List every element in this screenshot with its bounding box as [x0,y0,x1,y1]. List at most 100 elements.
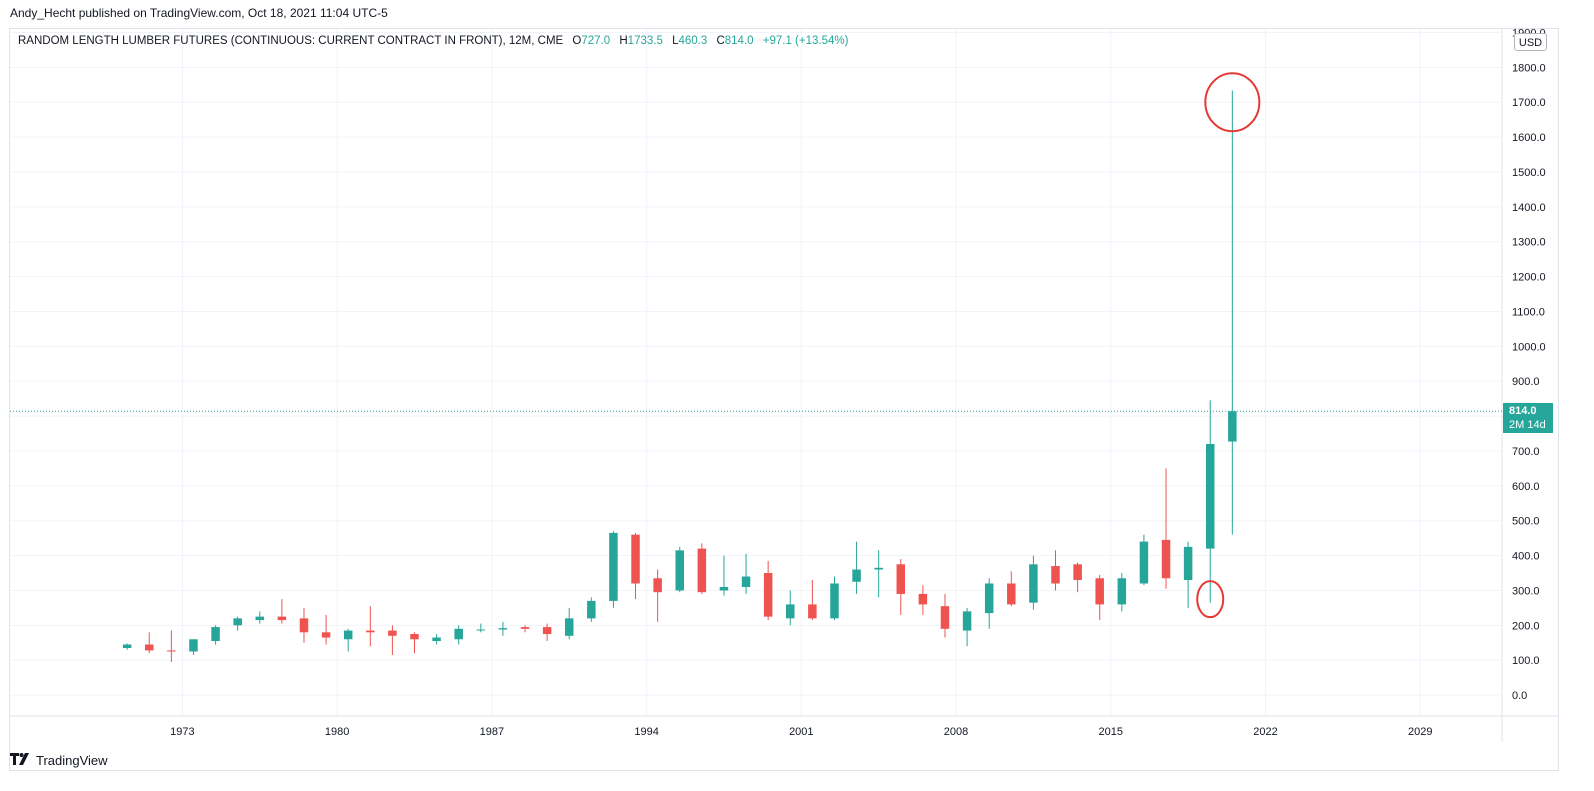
x-tick-label: 2001 [789,726,813,738]
candle-body [852,569,861,582]
candle-body [984,583,994,614]
y-tick-label: 600.0 [1512,481,1540,493]
candle-body [609,532,618,601]
tradingview-brand[interactable]: TradingView [10,752,108,768]
candle-body [211,627,220,642]
low-value: 460.3 [678,35,708,47]
y-tick-label: 1200.0 [1512,272,1546,284]
close-label: C [716,35,725,47]
candle-body [1029,564,1038,603]
candle-body [476,629,486,631]
candle-body [830,583,839,619]
candle-body [808,604,817,619]
candle-body [498,628,508,630]
low-label: L [672,35,679,47]
candle-body [1139,541,1149,584]
y-tick-label: 200.0 [1512,620,1540,632]
candle-body [542,627,552,635]
candle-body [189,639,198,652]
candle-body [1205,443,1215,549]
y-tick-label: 0.0 [1512,690,1527,702]
y-tick-label: 900.0 [1512,376,1540,388]
annotation-circle [1204,72,1261,133]
close-value: 814.0 [724,35,754,47]
tradingview-logo-icon [10,752,32,768]
candle-body [1117,578,1127,605]
last-price-label: 814.0 2M 14d [1503,403,1553,433]
candle-body [741,576,751,587]
chart-legend: RANDOM LENGTH LUMBER FUTURES (CONTINUOUS… [18,35,848,47]
y-tick-label: 1300.0 [1512,237,1546,249]
candle-body [1095,578,1104,605]
open-value: 727.0 [581,35,611,47]
candle-body [1007,583,1016,605]
candle-body [874,567,883,570]
x-tick-label: 1994 [634,726,658,738]
x-tick-label: 1973 [170,726,194,738]
y-tick-label: 1400.0 [1512,202,1546,214]
y-tick-label: 500.0 [1512,516,1540,528]
y-tick-label: 100.0 [1512,655,1540,667]
attribution-text: Andy_Hecht published on TradingView.com,… [10,6,388,20]
candle-body [564,618,574,636]
y-tick-label: 700.0 [1512,446,1540,458]
candle-body [786,604,795,619]
y-tick-label: 1500.0 [1512,167,1546,179]
candle-body [432,637,441,642]
candle-body [896,564,906,594]
candle-body [1228,411,1237,442]
candle-body [1161,539,1171,579]
bar-countdown: 2M 14d [1509,419,1546,431]
annotation-circle [1196,580,1225,619]
symbol-title: RANDOM LENGTH LUMBER FUTURES (CONTINUOUS… [18,35,564,47]
y-tick-label: 1100.0 [1512,306,1545,318]
candle-body [299,618,309,633]
candle-body [277,616,287,621]
y-tick-label: 400.0 [1512,551,1540,563]
high-value: 1733.5 [627,35,663,47]
chart-frame [9,28,1559,771]
high-label: H [619,35,628,47]
brand-name: TradingView [36,752,108,768]
currency-button[interactable]: USD [1514,33,1547,51]
candle-body [1051,566,1060,584]
candle-body [653,578,662,593]
x-tick-label: 2015 [1099,726,1123,738]
change-value: +97.1 (+13.54%) [762,35,849,47]
y-tick-label: 1000.0 [1512,341,1546,353]
candle-body [167,650,176,652]
x-tick-label: 1980 [325,726,349,738]
y-tick-label: 1700.0 [1512,97,1546,109]
candle-body [697,548,707,593]
candle-body [631,534,640,584]
candle-body [719,586,729,591]
candle-body [587,600,596,619]
x-tick-label: 2008 [944,726,968,738]
candle-body [122,644,132,648]
x-tick-label: 2029 [1408,726,1432,738]
candle-body [940,606,950,629]
y-tick-label: 1800.0 [1512,62,1546,74]
candle-body [410,634,419,640]
candle-body [763,573,773,617]
candle-body [1183,546,1193,580]
candle-body [366,630,375,633]
x-tick-label: 2022 [1253,726,1277,738]
candle-body [255,616,265,621]
candle-body [343,630,353,640]
open-label: O [572,35,582,47]
last-price-value: 814.0 [1509,405,1537,417]
candle-body [145,644,154,651]
x-tick-label: 1987 [480,726,504,738]
candle-body [233,618,242,626]
candle-body [454,628,463,640]
candle-body [1073,564,1082,580]
y-tick-label: 1600.0 [1512,132,1546,144]
y-tick-label: 300.0 [1512,585,1540,597]
candle-body [675,550,684,591]
candle-body [520,627,530,629]
candle-body [918,593,928,605]
candle-body [962,611,972,631]
candle-body [388,630,397,636]
